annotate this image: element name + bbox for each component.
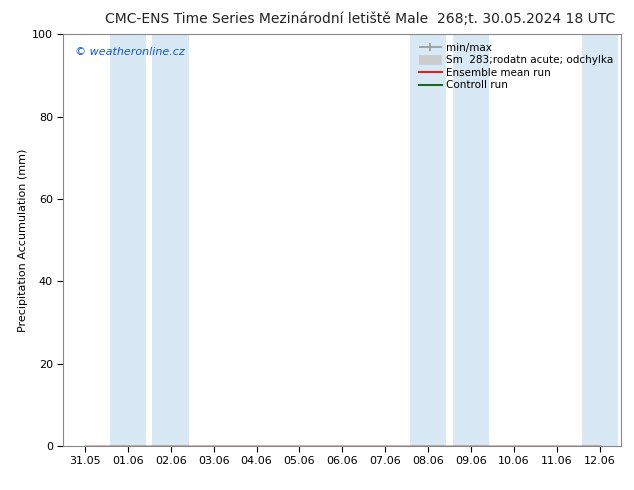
Y-axis label: Precipitation Accumulation (mm): Precipitation Accumulation (mm) [18,148,28,332]
Text: 268;t. 30.05.2024 18 UTC: 268;t. 30.05.2024 18 UTC [437,12,615,26]
Bar [152,34,189,446]
Text: © weatheronline.cz: © weatheronline.cz [75,47,184,57]
Bar [110,34,146,446]
Bar [410,34,446,446]
Legend: min/max, Sm  283;rodatn acute; odchylka, Ensemble mean run, Controll run: min/max, Sm 283;rodatn acute; odchylka, … [415,40,616,94]
Text: CMC-ENS Time Series Mezinárodní letiště Male: CMC-ENS Time Series Mezinárodní letiště … [105,12,428,26]
Bar [581,34,618,446]
Bar [453,34,489,446]
